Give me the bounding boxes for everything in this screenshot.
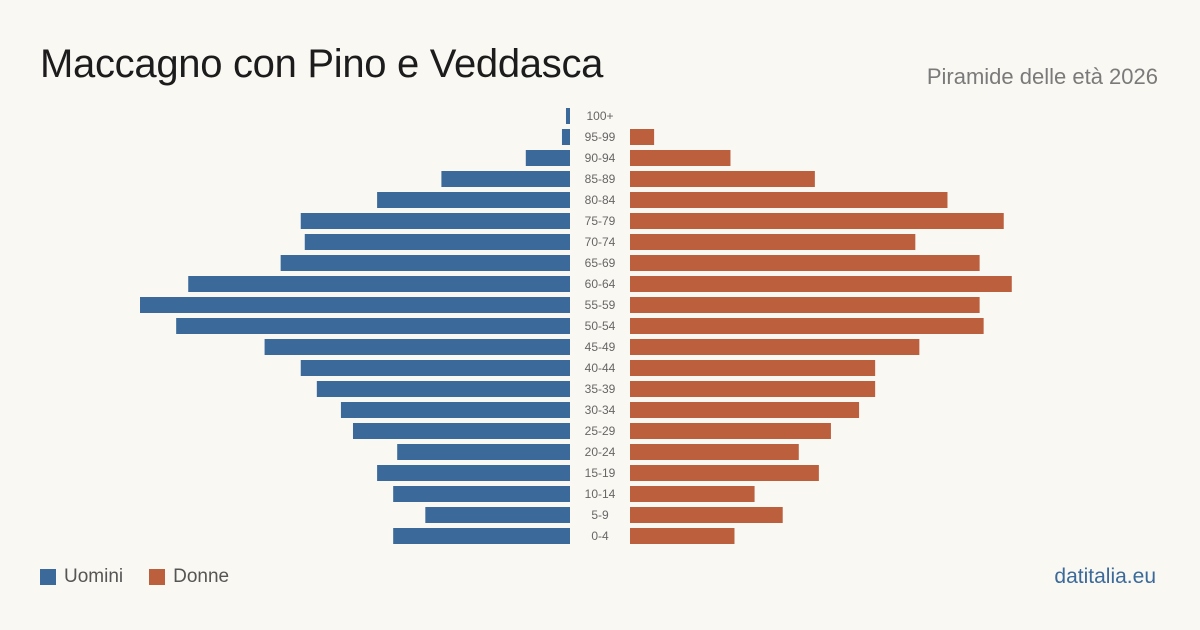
bar-men-50-54: [176, 318, 571, 334]
bar-women-75-79: [630, 213, 1004, 229]
bar-men-40-44: [300, 360, 570, 376]
brand-link[interactable]: datitalia.eu: [1054, 565, 1156, 588]
bar-men-30-34: [340, 402, 570, 418]
legend-swatch-men: [40, 569, 56, 585]
bar-women-35-39: [630, 381, 876, 397]
bar-men-45-49: [264, 339, 570, 355]
age-label-40-44: 40-44: [585, 361, 616, 375]
bar-men-0-4: [393, 528, 570, 544]
age-label-90-94: 90-94: [585, 151, 616, 165]
bar-women-5-9: [630, 507, 783, 523]
bar-men-20-24: [397, 444, 570, 460]
age-label-15-19: 15-19: [585, 466, 616, 480]
bar-women-45-49: [630, 339, 920, 355]
bar-women-0-4: [630, 528, 735, 544]
age-label-30-34: 30-34: [585, 403, 616, 417]
bar-men-100+: [565, 108, 570, 124]
age-label-75-79: 75-79: [585, 214, 616, 228]
bar-men-55-59: [140, 297, 570, 313]
bar-women-80-84: [630, 192, 948, 208]
bar-women-90-94: [630, 150, 731, 166]
bar-women-15-19: [630, 465, 819, 481]
bar-women-55-59: [630, 297, 980, 313]
bar-men-15-19: [377, 465, 570, 481]
legend: Uomini Donne: [40, 566, 255, 588]
age-label-85-89: 85-89: [585, 172, 616, 186]
bar-women-50-54: [630, 318, 984, 334]
age-label-65-69: 65-69: [585, 256, 616, 270]
age-label-45-49: 45-49: [585, 340, 616, 354]
age-label-100+: 100+: [586, 109, 613, 123]
bar-women-85-89: [630, 171, 815, 187]
legend-label-women: Donne: [173, 566, 230, 587]
age-label-25-29: 25-29: [585, 424, 616, 438]
bar-men-90-94: [525, 150, 570, 166]
legend-label-men: Uomini: [64, 566, 124, 587]
age-label-55-59: 55-59: [585, 298, 616, 312]
legend-swatch-women: [149, 569, 166, 585]
bar-men-70-74: [304, 234, 570, 250]
bar-men-35-39: [316, 381, 570, 397]
bar-men-65-69: [280, 255, 570, 271]
bar-men-5-9: [425, 507, 570, 523]
age-label-35-39: 35-39: [585, 382, 616, 396]
age-label-20-24: 20-24: [585, 445, 616, 459]
bar-men-95-99: [561, 129, 570, 145]
chart-title: Maccagno con Pino e Veddasca: [40, 42, 604, 86]
bar-women-65-69: [630, 255, 980, 271]
bar-men-75-79: [300, 213, 570, 229]
legend-item-women: Donne: [149, 566, 229, 588]
age-label-70-74: 70-74: [585, 235, 616, 249]
bar-women-25-29: [630, 423, 831, 439]
legend-item-men: Uomini: [40, 566, 123, 588]
bar-men-80-84: [377, 192, 570, 208]
age-label-0-4: 0-4: [591, 529, 609, 543]
bar-women-95-99: [630, 129, 655, 145]
chart-subtitle: Piramide delle età 2026: [926, 64, 1158, 89]
age-label-10-14: 10-14: [585, 487, 616, 501]
bar-men-85-89: [441, 171, 570, 187]
age-label-95-99: 95-99: [585, 130, 616, 144]
bar-men-60-64: [188, 276, 570, 292]
bar-men-10-14: [393, 486, 570, 502]
bar-women-70-74: [630, 234, 916, 250]
bar-women-60-64: [630, 276, 1012, 292]
bar-women-40-44: [630, 360, 876, 376]
bar-women-20-24: [630, 444, 799, 460]
age-label-5-9: 5-9: [591, 508, 609, 522]
age-label-60-64: 60-64: [585, 277, 616, 291]
age-label-80-84: 80-84: [585, 193, 616, 207]
age-label-50-54: 50-54: [585, 319, 616, 333]
bar-women-30-34: [630, 402, 860, 418]
bar-men-25-29: [352, 423, 570, 439]
bar-women-10-14: [630, 486, 755, 502]
